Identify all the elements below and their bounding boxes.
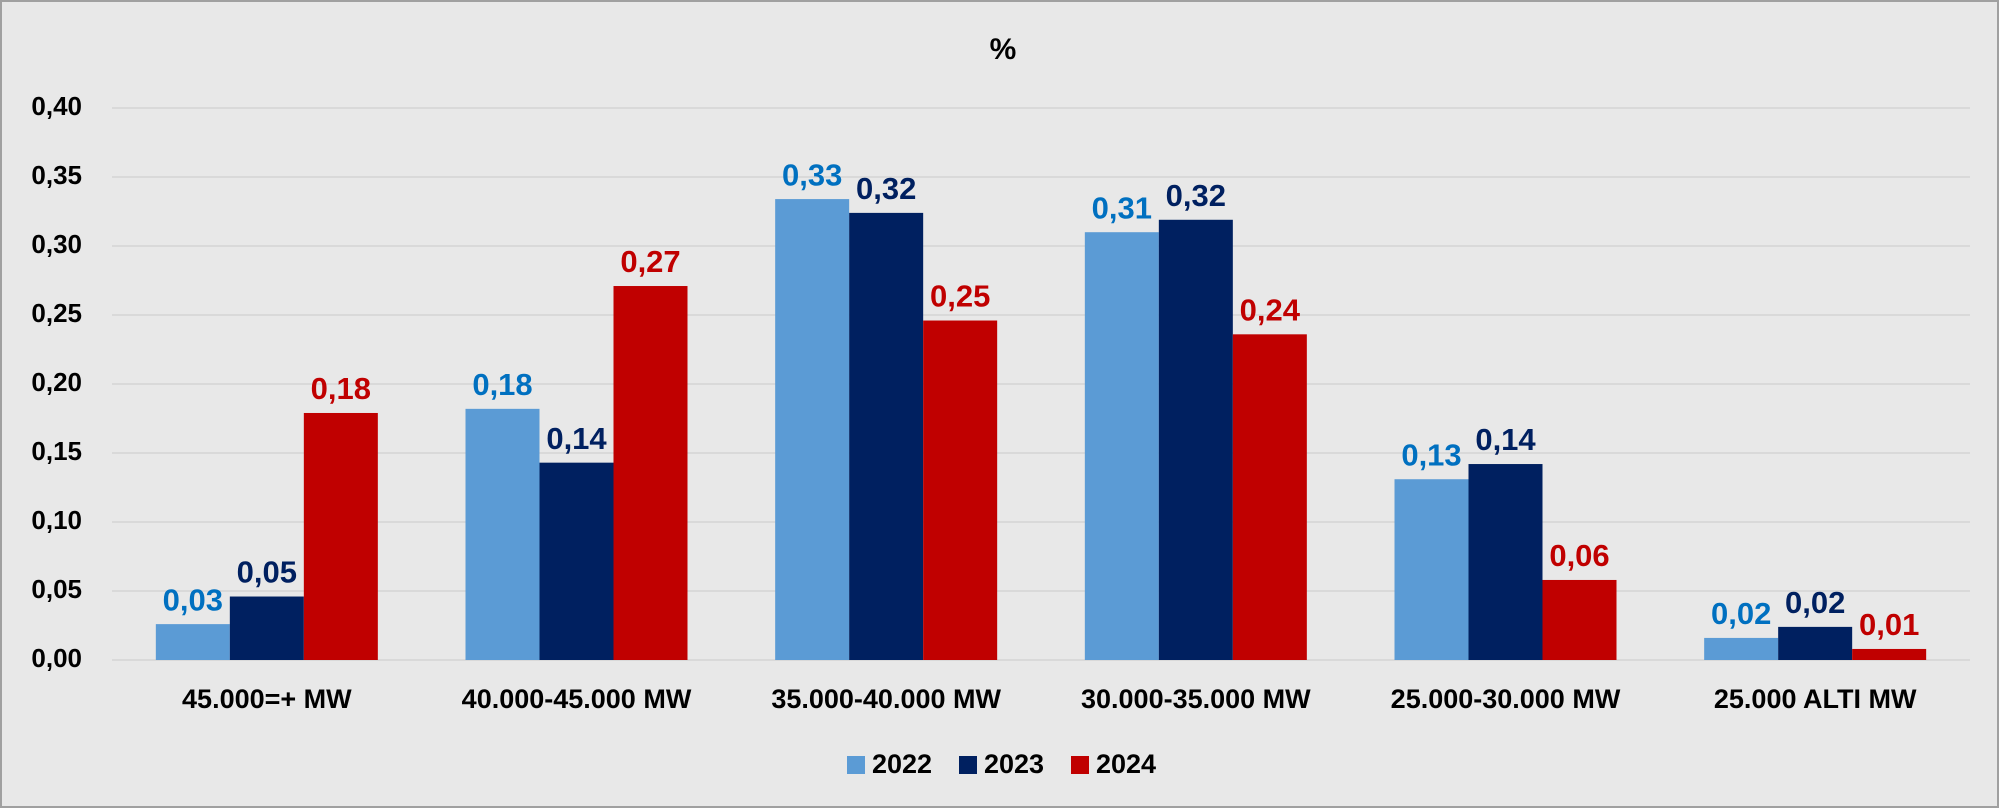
chart-title: % <box>990 33 1017 66</box>
bar <box>1084 232 1159 660</box>
value-label: 0,32 <box>856 171 916 206</box>
bar <box>1232 334 1307 660</box>
bar <box>229 596 304 660</box>
legend-swatch <box>847 756 865 774</box>
x-tick-label: 45.000=+ MW <box>182 684 352 714</box>
bar <box>923 320 998 660</box>
y-tick-label: 0,35 <box>31 160 82 190</box>
value-label: 0,02 <box>1785 585 1845 620</box>
bar <box>1468 464 1543 660</box>
legend-label: 2022 <box>872 749 932 779</box>
x-tick-label: 25.000-30.000 MW <box>1391 684 1621 714</box>
value-label: 0,02 <box>1711 596 1771 631</box>
value-label: 0,05 <box>237 555 297 590</box>
value-label: 0,18 <box>472 367 532 402</box>
bar <box>1158 219 1233 660</box>
bar <box>465 408 540 660</box>
bar <box>1704 637 1779 660</box>
value-label: 0,33 <box>782 157 842 192</box>
value-label: 0,01 <box>1859 607 1919 642</box>
x-tick-label: 30.000-35.000 MW <box>1081 684 1311 714</box>
legend-label: 2024 <box>1096 749 1156 779</box>
bar <box>155 624 230 660</box>
bar <box>1542 579 1617 660</box>
value-label: 0,24 <box>1240 293 1301 328</box>
value-label: 0,27 <box>620 244 680 279</box>
value-label: 0,13 <box>1401 437 1461 472</box>
bar <box>1394 479 1469 660</box>
value-label: 0,06 <box>1549 538 1609 573</box>
y-tick-label: 0,15 <box>31 436 82 466</box>
bar <box>613 286 688 660</box>
bar <box>775 199 850 660</box>
x-tick-label: 35.000-40.000 MW <box>771 684 1001 714</box>
y-tick-label: 0,00 <box>31 643 82 673</box>
value-label: 0,14 <box>546 421 607 456</box>
value-label: 0,25 <box>930 279 990 314</box>
bar <box>1852 648 1927 660</box>
bar <box>1778 626 1853 660</box>
y-tick-label: 0,25 <box>31 298 82 328</box>
value-label: 0,31 <box>1092 190 1152 225</box>
bar <box>849 212 924 660</box>
bar <box>539 462 614 660</box>
value-label: 0,03 <box>163 582 223 617</box>
x-tick-label: 25.000 ALTI MW <box>1714 684 1917 714</box>
value-label: 0,32 <box>1166 178 1226 213</box>
x-tick-label: 40.000-45.000 MW <box>462 684 692 714</box>
value-label: 0,18 <box>311 371 371 406</box>
legend-swatch <box>1071 756 1089 774</box>
bar <box>303 412 378 660</box>
legend-swatch <box>959 756 977 774</box>
value-label: 0,14 <box>1475 422 1536 457</box>
y-tick-label: 0,20 <box>31 367 82 397</box>
y-tick-label: 0,40 <box>31 91 82 121</box>
y-tick-label: 0,10 <box>31 505 82 535</box>
y-tick-label: 0,30 <box>31 229 82 259</box>
legend-label: 2023 <box>984 749 1044 779</box>
y-tick-label: 0,05 <box>31 574 82 604</box>
